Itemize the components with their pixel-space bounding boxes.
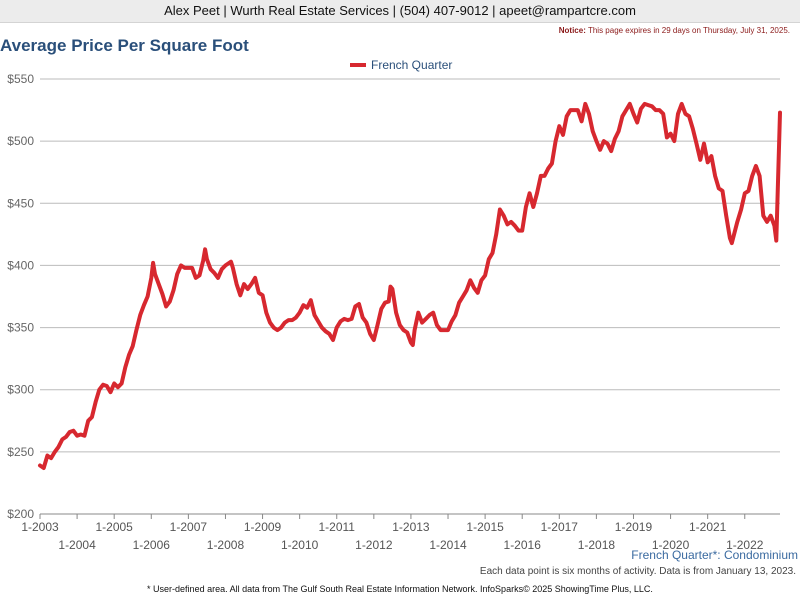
x-tick-label: 1-2019 [615, 520, 653, 534]
x-tick-label: 1-2011 [318, 520, 355, 534]
x-tick-label: 1-2012 [355, 538, 393, 552]
y-tick-label: $250 [7, 445, 34, 459]
x-tick-label: 1-2018 [578, 538, 616, 552]
x-tick-label: 1-2017 [541, 520, 579, 534]
x-tick-label: 1-2010 [281, 538, 319, 552]
x-tick-label: 1-2013 [392, 520, 430, 534]
x-tick-label: 1-2020 [652, 538, 690, 552]
x-tick-label: 1-2007 [170, 520, 208, 534]
series-line-0 [38, 101, 782, 470]
y-tick-label: $450 [7, 196, 34, 210]
series-layer [38, 101, 782, 470]
x-tick-label: 1-2003 [21, 520, 59, 534]
x-tick-label: 1-2014 [429, 538, 467, 552]
footer-note: * User-defined area. All data from The G… [147, 584, 653, 594]
x-tick-label: 1-2021 [689, 520, 727, 534]
x-tick-label: 1-2016 [504, 538, 542, 552]
x-tick-label: 1-2004 [58, 538, 96, 552]
legend-label: French Quarter [371, 58, 452, 72]
data-note: Each data point is six months of activit… [479, 566, 796, 577]
x-tick-label: 1-2008 [207, 538, 245, 552]
y-tick-label: $400 [7, 258, 34, 272]
y-axis: $200 $250 $300 $350 $400 $450 $500 $550 [7, 72, 34, 521]
x-tick-label: 1-2015 [466, 520, 504, 534]
chart-title: Average Price Per Square Foot [0, 36, 249, 55]
agent-contact-header: Alex Peet | Wurth Real Estate Services |… [0, 0, 800, 23]
y-tick-label: $350 [7, 321, 34, 335]
area-subtitle: French Quarter*: Condominium [631, 548, 798, 562]
y-tick-label: $200 [7, 507, 34, 521]
notice-label: Notice: [558, 26, 586, 35]
x-tick-label: 1-2005 [95, 520, 133, 534]
y-tick-label: $550 [7, 72, 34, 86]
y-tick-label: $500 [7, 134, 34, 148]
gridlines [40, 78, 780, 515]
x-tick-label: 1-2006 [133, 538, 171, 552]
x-tick-label: 1-2022 [726, 538, 764, 552]
notice-text: This page expires in 29 days on Thursday… [585, 26, 790, 35]
legend[interactable]: French Quarter [350, 58, 452, 72]
expiry-notice: Notice: This page expires in 29 days on … [559, 26, 790, 35]
y-tick-label: $300 [7, 383, 34, 397]
x-tick-label: 1-2009 [244, 520, 282, 534]
